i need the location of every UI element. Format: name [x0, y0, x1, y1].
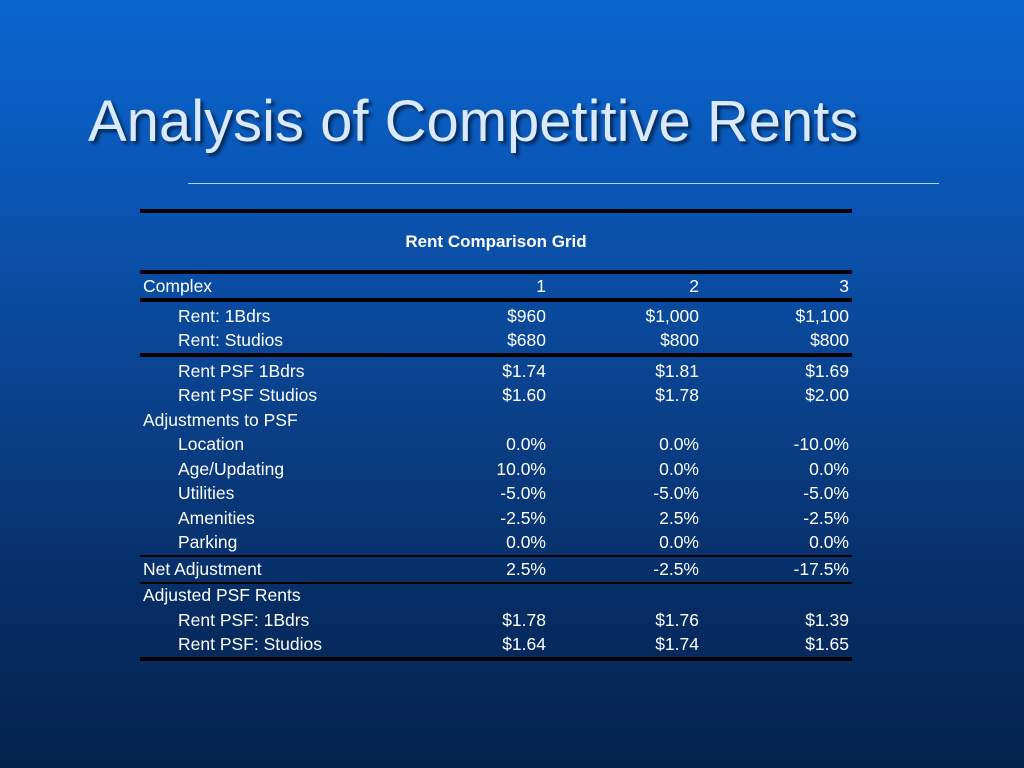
cell-complex-3: $1,100 [795, 305, 849, 326]
cell-complex-2: $1.74 [655, 634, 699, 655]
cell-complex-3: $1.65 [805, 634, 849, 655]
table-row: Rent PSF: Studios $1.64 $1.74 $1.65 [140, 633, 852, 658]
table-row: Rent PSF 1Bdrs $1.74 $1.81 $1.69 [140, 359, 852, 384]
table-section-heading: Adjustments to PSF [140, 408, 852, 433]
cell-complex-3: $800 [810, 330, 849, 351]
cell-complex-2: $1,000 [645, 305, 699, 326]
table-rule-section [140, 353, 852, 357]
table-row: Rent: Studios $680 $800 $800 [140, 329, 852, 354]
table-row: Parking 0.0% 0.0% 0.0% [140, 531, 852, 556]
slide-title: Analysis of Competitive Rents [88, 89, 859, 154]
cell-complex-3: 0.0% [809, 458, 849, 479]
cell-complex-2: $1.76 [655, 609, 699, 630]
cell-complex-2: $1.78 [655, 385, 699, 406]
row-label: Age/Updating [178, 458, 285, 479]
header-label: Complex [143, 275, 213, 296]
table-row: Rent PSF Studios $1.60 $1.78 $2.00 [140, 384, 852, 409]
row-label: Rent PSF: Studios [178, 634, 322, 655]
cell-complex-3: -5.0% [803, 483, 849, 504]
cell-complex-1: 0.0% [506, 434, 546, 455]
cell-complex-1: $1.60 [502, 385, 546, 406]
cell-complex-1: $1.64 [502, 634, 546, 655]
cell-complex-1: 10.0% [496, 458, 546, 479]
row-label: Location [178, 434, 245, 455]
cell-complex-2: 0.0% [659, 532, 699, 553]
cell-complex-3: $1.69 [805, 360, 849, 381]
table-section-heading: Adjusted PSF Rents [140, 584, 852, 609]
rent-comparison-table: Rent Comparison Grid Complex 1 2 3 Rent:… [140, 209, 852, 661]
cell-complex-1: 2.5% [506, 558, 546, 579]
cell-complex-1: 0.0% [506, 532, 546, 553]
cell-complex-1: $1.74 [502, 360, 546, 381]
table-row-net-adjustment: Net Adjustment 2.5% -2.5% -17.5% [140, 557, 852, 582]
table-header-row: Complex 1 2 3 [140, 274, 852, 298]
cell-complex-3: -17.5% [793, 558, 849, 579]
row-label: Rent: 1Bdrs [178, 305, 271, 326]
row-label: Parking [178, 532, 238, 553]
table-rule-bottom [140, 657, 852, 661]
header-complex-2: 2 [689, 275, 699, 296]
cell-complex-1: -5.0% [500, 483, 546, 504]
table-rule-header-bottom [140, 298, 852, 302]
row-label: Net Adjustment [143, 558, 262, 579]
table-row: Location 0.0% 0.0% -10.0% [140, 433, 852, 458]
row-label: Rent PSF 1Bdrs [178, 360, 305, 381]
title-divider [188, 183, 939, 184]
table-caption: Rent Comparison Grid [405, 232, 587, 251]
table-rule-net-top [140, 555, 852, 557]
cell-complex-3: $2.00 [805, 385, 849, 406]
row-label: Amenities [178, 507, 255, 528]
table-row: Rent: 1Bdrs $960 $1,000 $1,100 [140, 304, 852, 329]
cell-complex-3: 0.0% [809, 532, 849, 553]
cell-complex-3: -10.0% [793, 434, 849, 455]
row-label: Utilities [178, 483, 235, 504]
row-label: Rent: Studios [178, 330, 284, 351]
cell-complex-2: 0.0% [659, 434, 699, 455]
table-rule-header-top [140, 270, 852, 274]
cell-complex-2: 0.0% [659, 458, 699, 479]
cell-complex-1: $680 [507, 330, 546, 351]
row-label: Rent PSF: 1Bdrs [178, 609, 310, 630]
row-label: Rent PSF Studios [178, 385, 318, 406]
table-rule-net-bottom [140, 581, 852, 584]
table-rule-top [140, 209, 852, 213]
cell-complex-1: $1.78 [502, 609, 546, 630]
cell-complex-2: -2.5% [653, 558, 699, 579]
table-row: Age/Updating 10.0% 0.0% 0.0% [140, 457, 852, 482]
cell-complex-1: -2.5% [500, 507, 546, 528]
cell-complex-2: 2.5% [659, 507, 699, 528]
cell-complex-3: $1.39 [805, 609, 849, 630]
header-complex-1: 1 [536, 275, 546, 296]
cell-complex-2: $800 [660, 330, 699, 351]
table-row: Rent PSF: 1Bdrs $1.78 $1.76 $1.39 [140, 608, 852, 633]
header-complex-3: 3 [839, 275, 849, 296]
row-label: Adjustments to PSF [143, 409, 298, 430]
table-row: Utilities -5.0% -5.0% -5.0% [140, 482, 852, 507]
row-label: Adjusted PSF Rents [143, 585, 301, 606]
cell-complex-2: -5.0% [653, 483, 699, 504]
cell-complex-3: -2.5% [803, 507, 849, 528]
cell-complex-1: $960 [507, 305, 546, 326]
table-row: Amenities -2.5% 2.5% -2.5% [140, 506, 852, 531]
cell-complex-2: $1.81 [655, 360, 699, 381]
